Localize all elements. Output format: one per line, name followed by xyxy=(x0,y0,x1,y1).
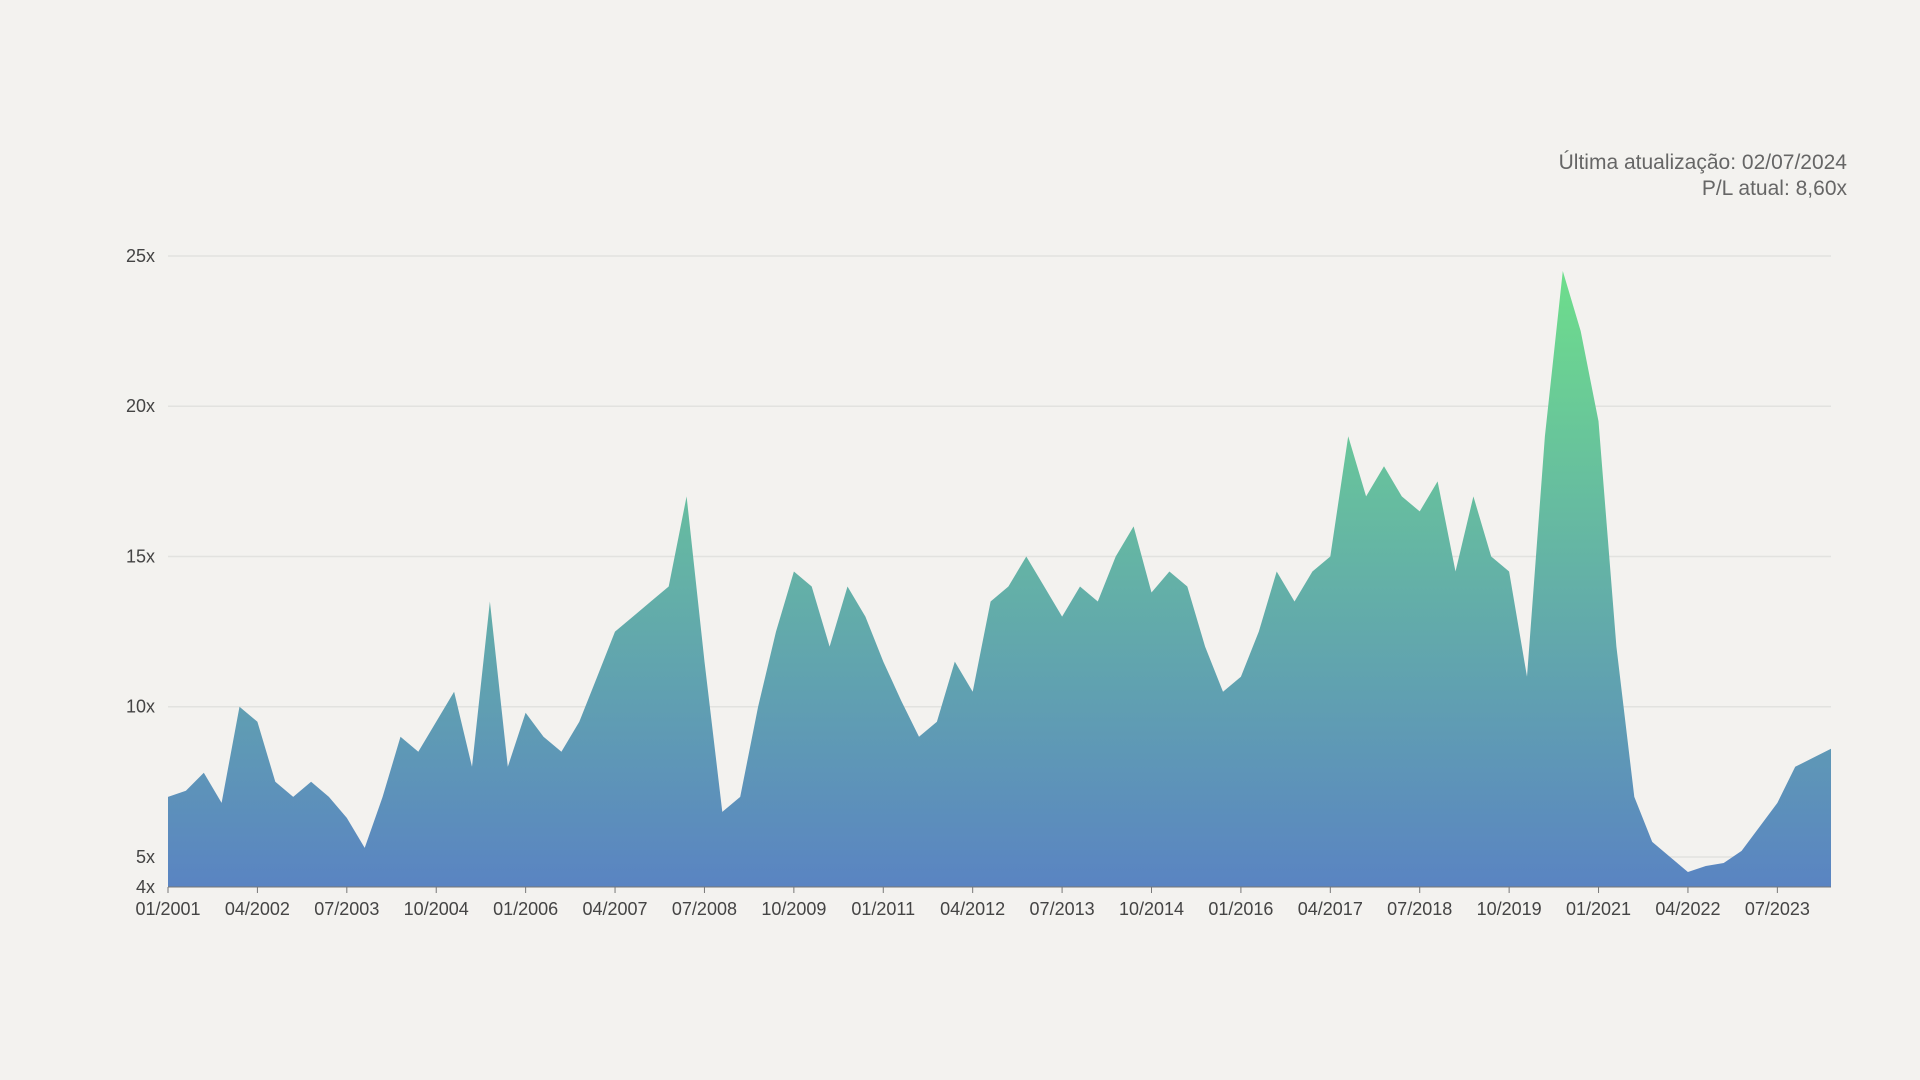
x-tick-label: 01/2016 xyxy=(1208,899,1273,919)
x-tick-label: 07/2013 xyxy=(1030,899,1095,919)
x-tick-label: 10/2004 xyxy=(404,899,469,919)
y-tick-label: 4x xyxy=(136,877,155,897)
x-tick-label: 07/2018 xyxy=(1387,899,1452,919)
y-tick-label: 25x xyxy=(126,246,155,266)
x-tick-label: 04/2007 xyxy=(583,899,648,919)
x-tick-label: 07/2023 xyxy=(1745,899,1810,919)
y-tick-label: 15x xyxy=(126,546,155,566)
x-tick-label: 10/2014 xyxy=(1119,899,1184,919)
x-tick-label: 10/2019 xyxy=(1477,899,1542,919)
x-tick-label: 04/2002 xyxy=(225,899,290,919)
x-tick-label: 01/2006 xyxy=(493,899,558,919)
y-tick-label: 20x xyxy=(126,396,155,416)
x-tick-label: 01/2001 xyxy=(135,899,200,919)
x-tick-label: 07/2008 xyxy=(672,899,737,919)
area xyxy=(168,271,1831,887)
annotation: P/L atual: 8,60x xyxy=(1702,177,1848,200)
x-tick-label: 01/2011 xyxy=(851,899,915,919)
x-tick-label: 07/2003 xyxy=(314,899,379,919)
y-tick-label: 10x xyxy=(126,697,155,717)
annotation: Última atualização: 02/07/2024 xyxy=(1559,151,1848,174)
x-tick-label: 04/2012 xyxy=(940,899,1005,919)
x-tick-label: 04/2017 xyxy=(1298,899,1363,919)
x-tick-label: 10/2009 xyxy=(761,899,826,919)
x-tick-label: 04/2022 xyxy=(1655,899,1720,919)
x-tick-label: 01/2021 xyxy=(1566,899,1631,919)
y-tick-label: 5x xyxy=(136,847,155,867)
